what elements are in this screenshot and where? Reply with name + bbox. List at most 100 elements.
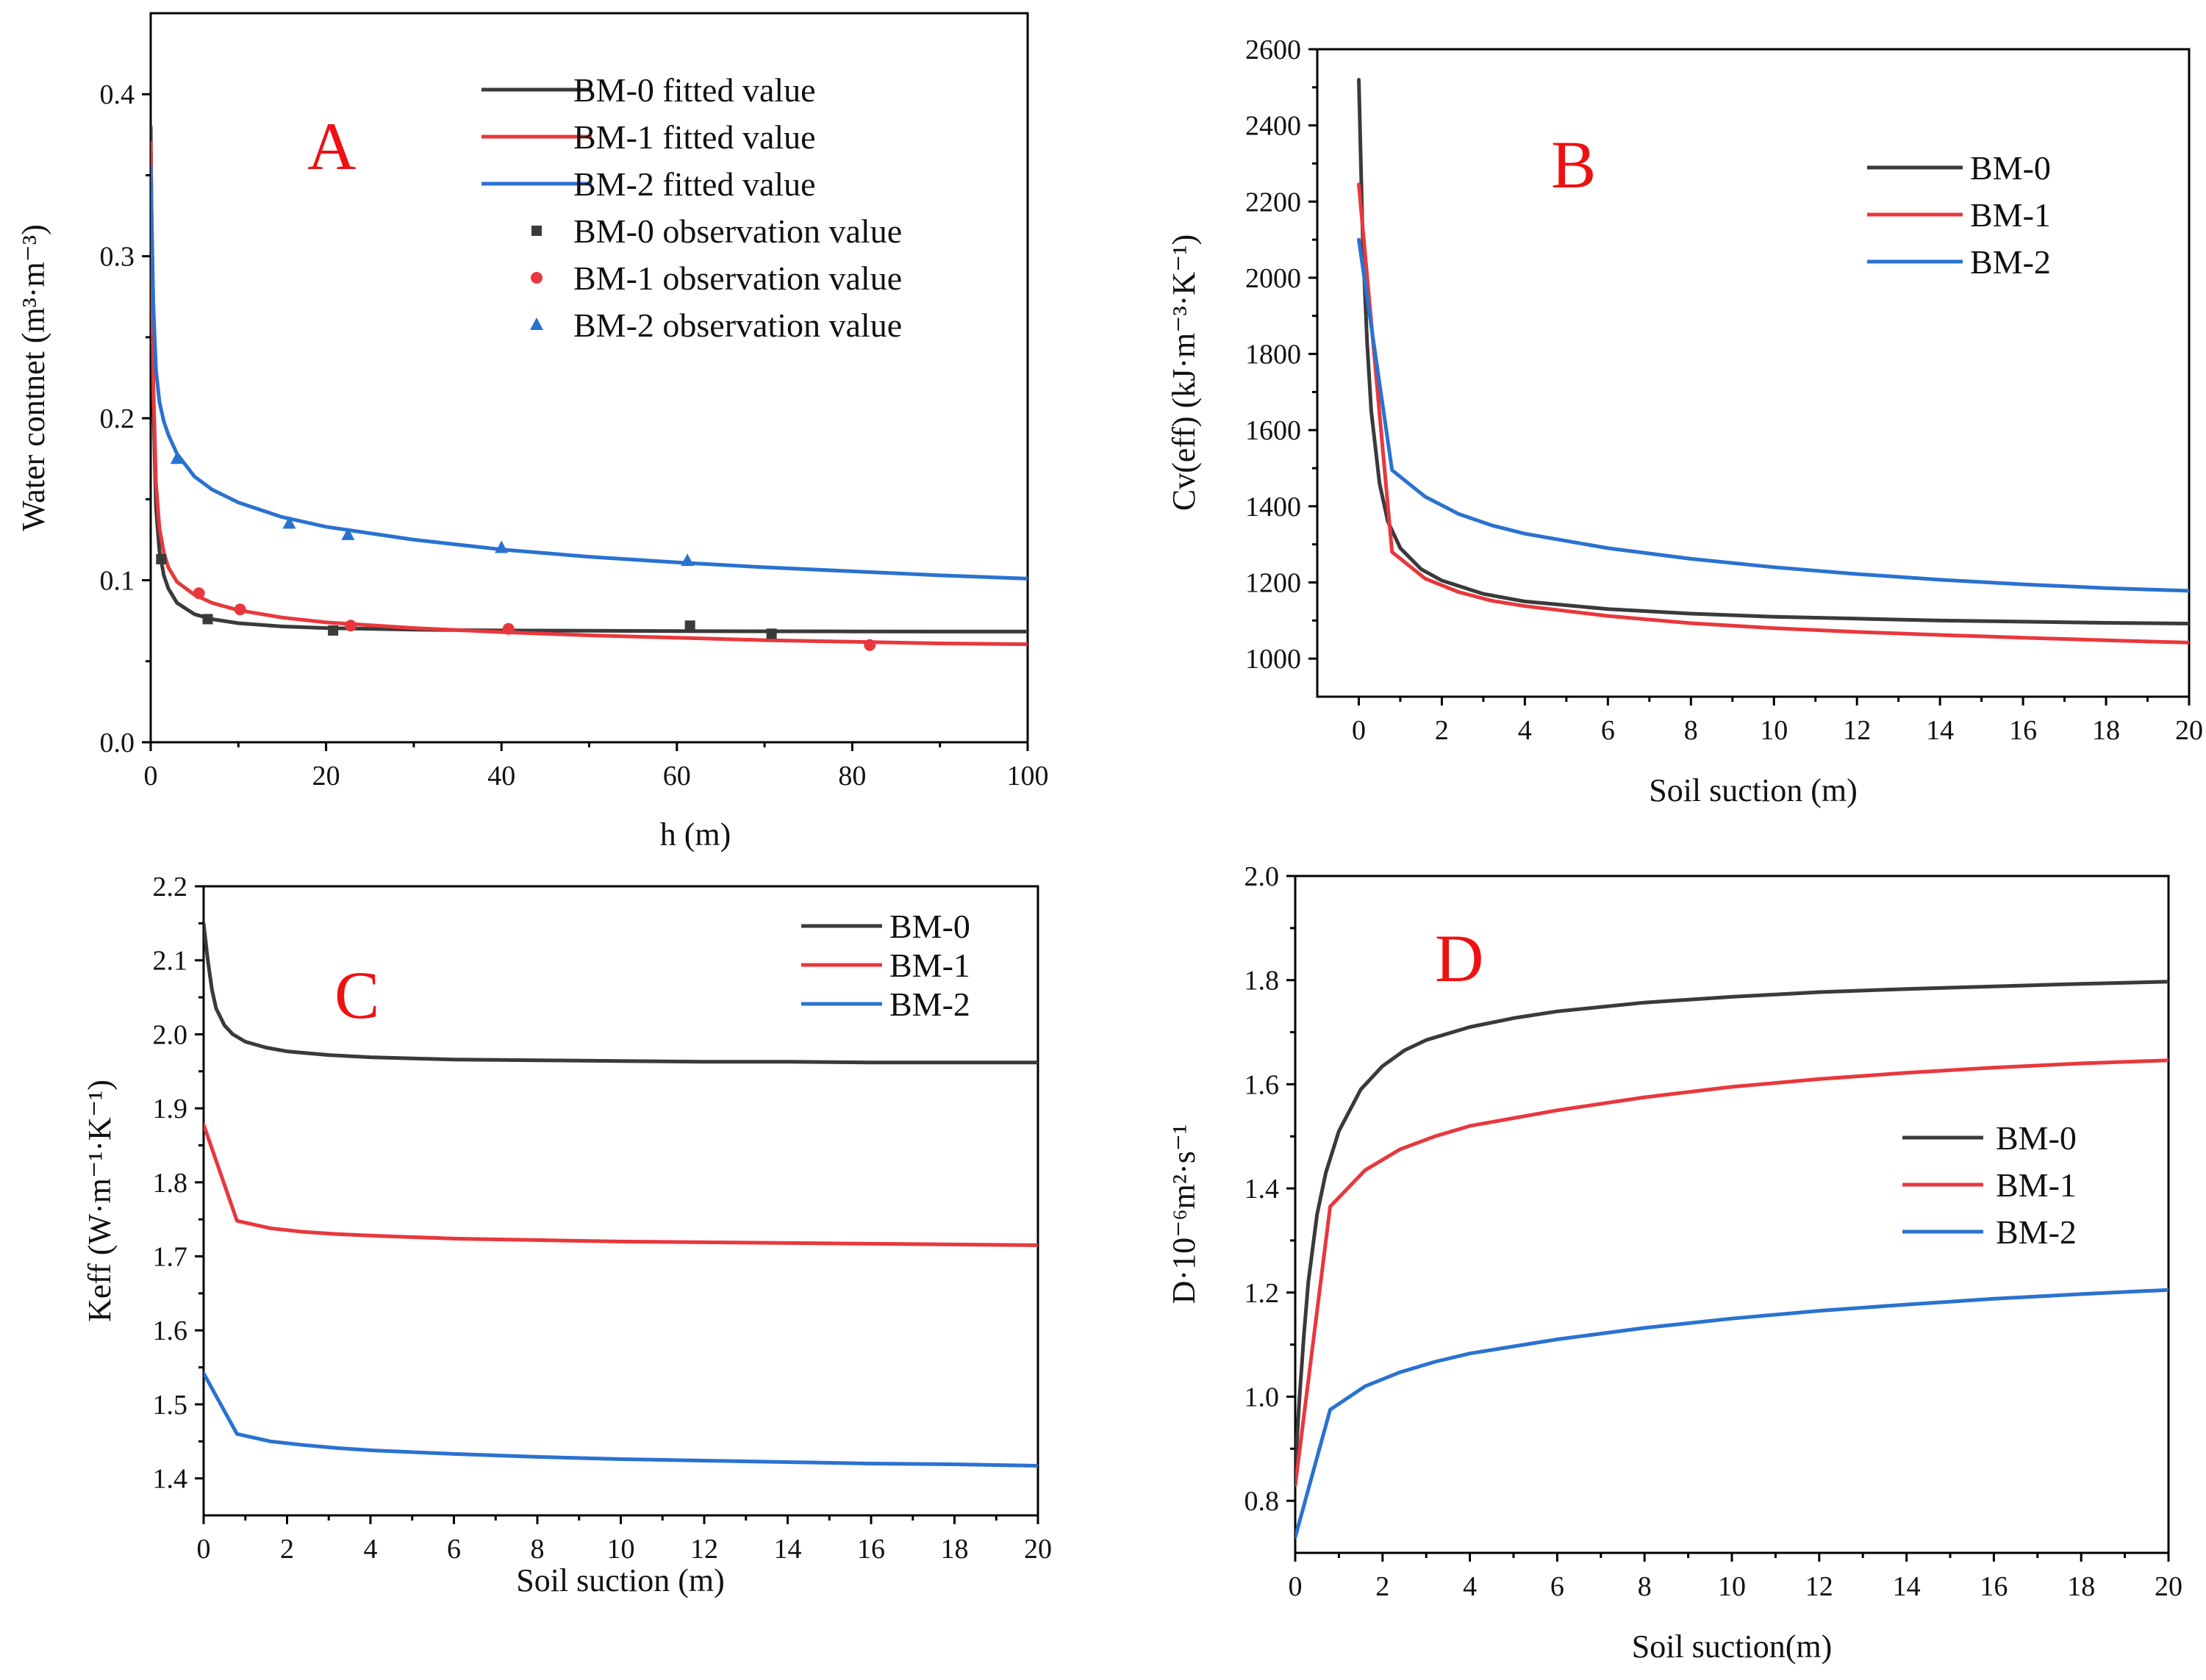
legend-label: BM-2 fitted value: [573, 165, 816, 203]
marker-triangle: [495, 540, 509, 553]
x-tick-label: 18: [2067, 1571, 2095, 1602]
marker-square: [202, 614, 213, 625]
x-tick-label: 4: [1463, 1571, 1477, 1602]
series-line-bm-2: [1357, 237, 2189, 593]
legend-label: BM-2: [1996, 1213, 2077, 1251]
panel-letter: A: [307, 109, 356, 184]
panel-letter: D: [1435, 921, 1483, 996]
legend-label: BM-1 fitted value: [573, 118, 816, 156]
legend-label: BM-0 fitted value: [573, 71, 816, 109]
legend: BM-0 BM-1 BM-2: [1902, 1119, 2077, 1251]
y-tick-label: 1600: [1245, 415, 1301, 446]
y-tick-label: 1400: [1245, 492, 1301, 523]
y-tick-label: 2000: [1245, 263, 1301, 294]
x-tick-label: 14: [1926, 715, 1954, 746]
series-line-bm-0: [1357, 78, 2189, 625]
legend-label: BM-2: [889, 986, 970, 1023]
marker-square: [684, 620, 695, 631]
marker-circle: [345, 620, 357, 632]
legend: BM-0BM-1BM-2: [801, 908, 970, 1023]
legend-label: BM-1: [889, 947, 970, 984]
panel-letter: B: [1551, 127, 1596, 202]
y-tick-label: 1.7: [153, 1242, 188, 1273]
x-tick-label: 12: [690, 1534, 718, 1565]
x-axis-title: Soil suction (m): [516, 1562, 725, 1598]
x-tick-label: 12: [1843, 715, 1871, 746]
y-tick-label: 0.2: [100, 403, 135, 434]
x-axis-title: h (m): [660, 816, 731, 852]
marker-triangle: [282, 516, 296, 529]
x-tick-label: 20: [2175, 715, 2203, 746]
x-tick-label: 80: [838, 761, 866, 791]
x-tick-label: 18: [941, 1534, 969, 1565]
x-tick-label: 16: [2009, 715, 2037, 746]
legend-label: BM-1: [1996, 1166, 2077, 1204]
x-tick-label: 6: [1601, 715, 1615, 746]
y-tick-label: 2.0: [1245, 861, 1280, 892]
marker-circle: [864, 639, 876, 651]
x-tick-label: 4: [1518, 715, 1532, 746]
y-tick-label: 1000: [1245, 644, 1301, 675]
y-tick-label: 2400: [1245, 111, 1301, 142]
y-tick-label: 1.2: [1245, 1278, 1280, 1309]
x-tick-label: 10: [607, 1534, 635, 1565]
y-tick-label: 1.6: [1245, 1069, 1280, 1100]
series-line-bm-1: [204, 1122, 1038, 1247]
y-tick-label: 1.9: [153, 1094, 188, 1124]
legend-label: BM-0: [1996, 1119, 2077, 1157]
x-tick-label: 6: [447, 1534, 461, 1565]
y-tick-label: 0.4: [100, 79, 135, 110]
x-tick-label: 14: [774, 1534, 802, 1565]
x-tick-label: 20: [312, 761, 340, 791]
x-axis-title: Soil suction (m): [1649, 772, 1858, 808]
panel-A: 0 20 40 60 80 100 0.0 0.1 0.2 0.3 0.4 h (m) Water co…: [15, 12, 1049, 852]
series-line-bm-0: [1295, 980, 2169, 1472]
marker-circle: [193, 587, 205, 600]
series-group: [204, 921, 1038, 1468]
x-tick-label: 40: [487, 761, 515, 791]
legend-label: BM-2 observation value: [573, 306, 902, 344]
legend-marker: [531, 272, 542, 284]
y-tick-label: 1.6: [153, 1315, 188, 1346]
x-tick-label: 2: [280, 1534, 294, 1565]
y-tick-label: 1.8: [153, 1168, 188, 1199]
marker-square: [156, 553, 167, 564]
x-tick-label: 12: [1805, 1571, 1833, 1602]
y-axis-title: D·10⁻⁶m²·s⁻¹: [1166, 1124, 1202, 1304]
x-tick-label: 16: [857, 1534, 885, 1565]
y-tick-label: 1.4: [1245, 1174, 1280, 1205]
y-tick-label: 2200: [1245, 187, 1301, 218]
x-tick-label: 0: [144, 761, 158, 791]
marker-square: [328, 625, 339, 636]
series-group: [151, 124, 1028, 651]
series-line-bm-2-fitted-value: [151, 165, 1028, 581]
x-tick-label: 60: [663, 761, 691, 791]
marker-triangle: [341, 527, 355, 540]
series-line-bm-1-fitted-value: [151, 140, 1028, 647]
legend-label: BM-0: [889, 908, 970, 945]
panel-letter: C: [334, 958, 379, 1033]
y-tick-label: 2.1: [153, 946, 188, 977]
marker-triangle: [681, 553, 695, 567]
marker-circle: [502, 622, 515, 635]
panel-D: 0 2 4 6 8 10 12 14 16 18 20 0.8 1.0 1.2 1.4 1.6 1.8 2.0 So…: [1166, 861, 2182, 1665]
y-axis-title: Cv(eff) (kJ·m⁻³·K⁻¹): [1166, 234, 1202, 511]
y-axis-title: Keff (W·m⁻¹·K⁻¹): [82, 1080, 118, 1322]
y-tick-label: 0.3: [100, 242, 135, 273]
legend-label: BM-2: [1970, 243, 2051, 281]
panel-B: 0 2 4 6 8 10 12 14 16 18 20 1000 1200 1400 1600 1800 200…: [1166, 35, 2203, 808]
x-tick-label: 18: [2092, 715, 2120, 746]
y-tick-label: 2600: [1245, 35, 1301, 65]
legend-label: BM-0: [1970, 149, 2051, 187]
x-tick-label: 0: [197, 1534, 211, 1565]
y-tick-label: 1.5: [153, 1390, 188, 1421]
x-tick-label: 100: [1007, 761, 1049, 791]
series-group: [1357, 78, 2189, 645]
y-tick-label: 2.0: [153, 1019, 188, 1050]
panel-C: 0 2 4 6 8 10 12 14 16 18 20 1.4 1.5 1.6 1.7 1.8 1.9 2.0 2.…: [82, 872, 1052, 1598]
legend: BM-0BM-1BM-2: [1867, 149, 2051, 281]
y-tick-label: 0.1: [100, 566, 135, 597]
y-tick-label: 1.8: [1245, 966, 1280, 997]
series-line-bm-2: [204, 1371, 1038, 1468]
y-tick-label: 1800: [1245, 340, 1301, 370]
